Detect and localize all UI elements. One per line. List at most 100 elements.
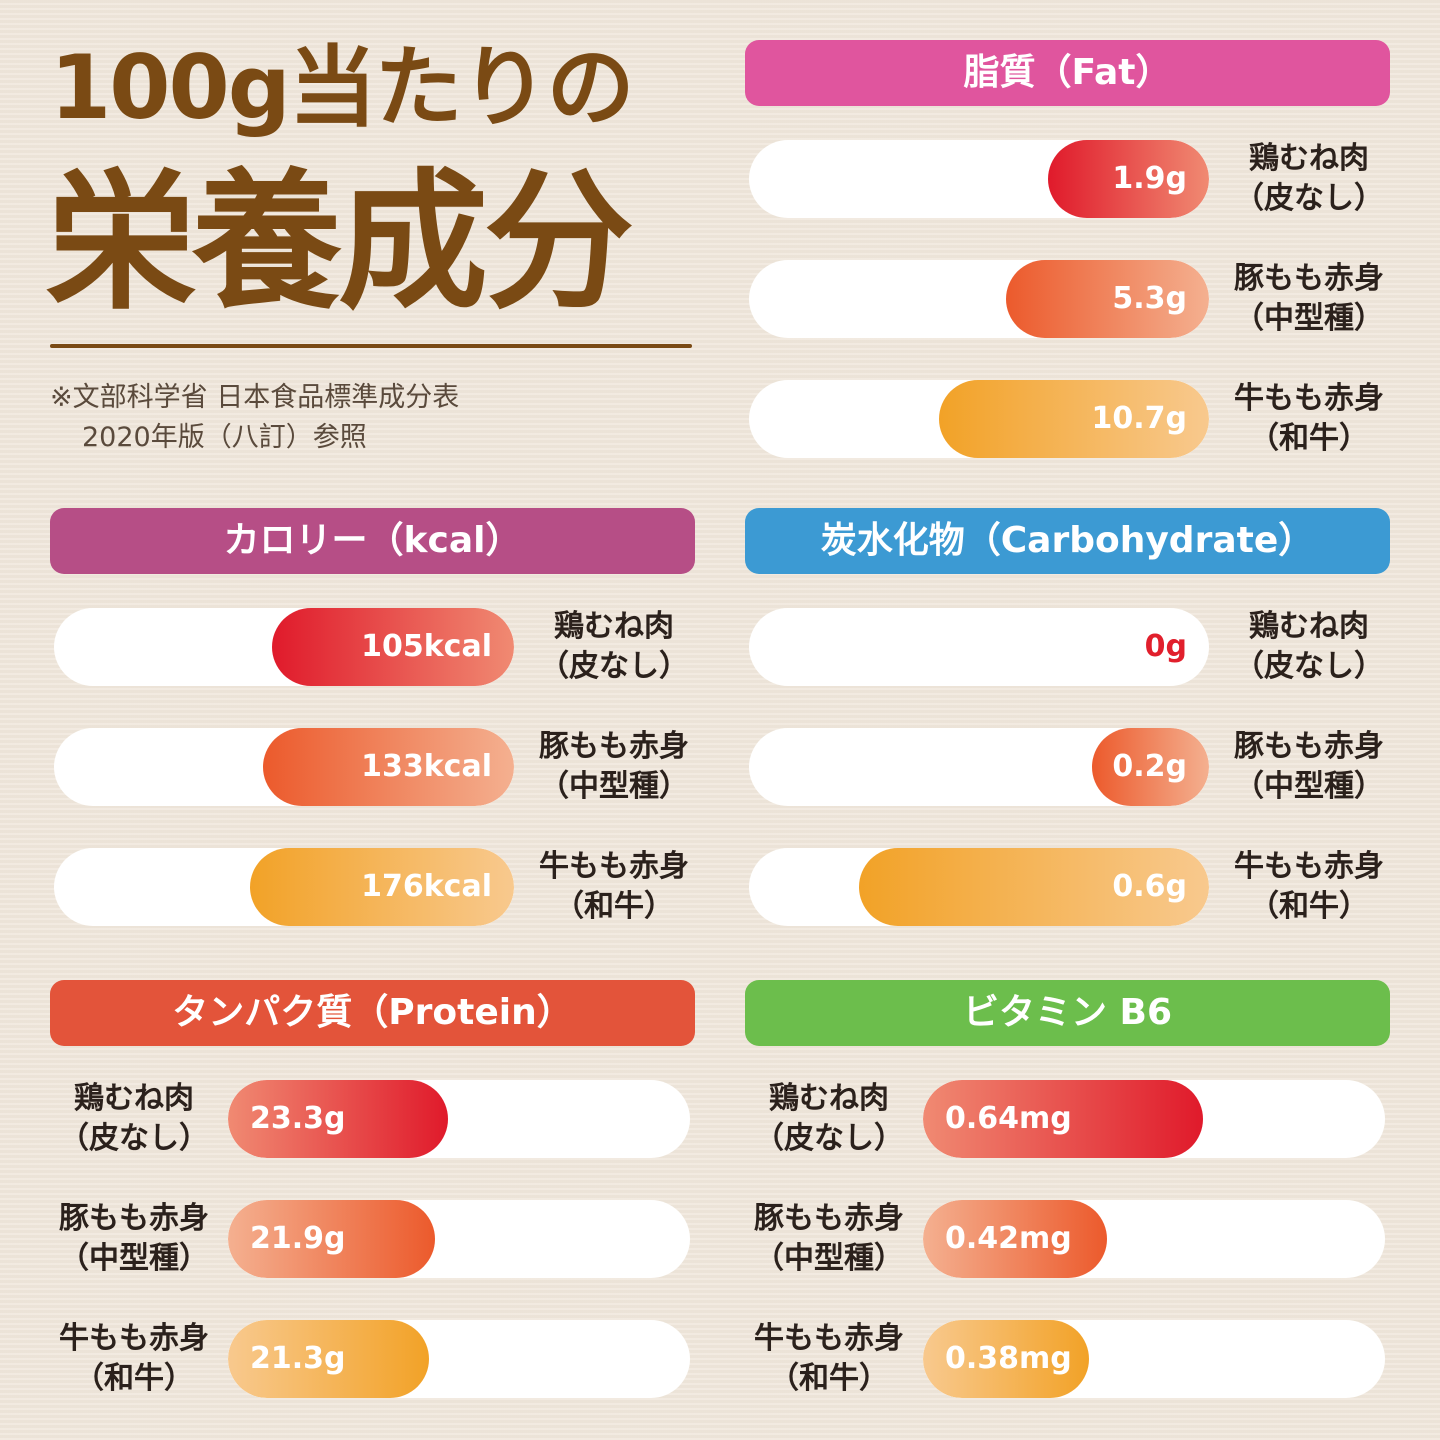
page-title-line2: 栄養成分: [46, 156, 634, 330]
bar: [228, 1320, 430, 1398]
category-label: 鶏むね肉 （皮なし）: [524, 607, 704, 687]
data-label: 21.3g: [250, 1341, 346, 1376]
data-label: 0.6g: [1112, 869, 1187, 904]
bar-track: 21.9g: [228, 1200, 690, 1278]
meat-variety: （中型種）: [1234, 301, 1384, 336]
category-label: 豚もも赤身 （中型種）: [739, 1199, 919, 1279]
bar-track: 0.6g: [749, 848, 1209, 926]
source-note-line1: ※文部科学省 日本食品標準成分表: [50, 382, 460, 413]
meat-name: 鶏むね肉: [1249, 141, 1369, 176]
data-label: 10.7g: [1091, 401, 1188, 436]
bar-track: 23.3g: [228, 1080, 690, 1158]
bar-track: 1.9g: [749, 140, 1209, 218]
source-note-line2: 2020年版（八訂）参照: [82, 422, 367, 453]
bar-track: 21.3g: [228, 1320, 690, 1398]
category-label: 鶏むね肉 （皮なし）: [739, 1079, 919, 1159]
chart-title: 脂質（Fat）: [745, 40, 1390, 106]
carb-chart: 炭水化物（Carbohydrate） 0g 鶏むね肉 （皮なし） 0.2g 豚もも赤身 （中…: [745, 508, 1390, 948]
category-label: 豚もも赤身 （中型種）: [1219, 727, 1399, 807]
bar: [923, 1080, 1203, 1158]
bar-track: 0.42mg: [923, 1200, 1385, 1278]
bar-row: 21.9g 豚もも赤身 （中型種）: [50, 1200, 695, 1278]
meat-name: 牛もも赤身: [754, 1321, 904, 1356]
category-label: 牛もも赤身 （和牛）: [739, 1319, 919, 1399]
meat-name: 鶏むね肉: [554, 609, 674, 644]
meat-variety: （和牛）: [1249, 889, 1369, 924]
category-label: 牛もも赤身 （和牛）: [44, 1319, 224, 1399]
bar-row: 133kcal 豚もも赤身 （中型種）: [50, 728, 695, 806]
meat-variety: （和牛）: [554, 889, 674, 924]
meat-variety: （和牛）: [74, 1361, 194, 1396]
data-label: 0.2g: [1112, 749, 1187, 784]
bar: [271, 608, 514, 686]
data-label: 23.3g: [250, 1101, 346, 1136]
bar: [228, 1080, 448, 1158]
source-note: ※文部科学省 日本食品標準成分表 2020年版（八訂）参照: [50, 378, 690, 458]
calorie-chart: カロリー（kcal） 105kcal 鶏むね肉 （皮なし） 133kcal 豚もも赤身 （中…: [50, 508, 695, 948]
bar-row: 105kcal 鶏むね肉 （皮なし）: [50, 608, 695, 686]
chart-title: カロリー（kcal）: [50, 508, 695, 574]
data-label: 21.9g: [250, 1221, 346, 1256]
bar-row: 23.3g 鶏むね肉 （皮なし）: [50, 1080, 695, 1158]
category-label: 鶏むね肉 （皮なし）: [1219, 139, 1399, 219]
data-label: 0.64mg: [945, 1101, 1072, 1136]
data-label: 0.38mg: [945, 1341, 1072, 1376]
meat-variety: （皮なし）: [754, 1121, 904, 1156]
data-label: 176kcal: [361, 869, 492, 904]
meat-name: 鶏むね肉: [769, 1081, 889, 1116]
bar-track: 0.64mg: [923, 1080, 1385, 1158]
meat-variety: （皮なし）: [1234, 181, 1384, 216]
title-divider: [50, 344, 692, 348]
meat-variety: （皮なし）: [1234, 649, 1384, 684]
bar: [1005, 260, 1209, 338]
bar-row: 21.3g 牛もも赤身 （和牛）: [50, 1320, 695, 1398]
bar: [250, 848, 514, 926]
category-label: 豚もも赤身 （中型種）: [44, 1199, 224, 1279]
bar-row: 0.64mg 鶏むね肉 （皮なし）: [745, 1080, 1390, 1158]
bar-track: 5.3g: [749, 260, 1209, 338]
bar: [859, 848, 1209, 926]
page-title-line1: 100g当たりの: [50, 36, 635, 139]
bar: [1047, 140, 1209, 218]
meat-name: 牛もも赤身: [1234, 849, 1384, 884]
protein-chart: タンパク質（Protein） 23.3g 鶏むね肉 （皮なし） 21.9g 豚もも赤身 （中…: [50, 980, 695, 1420]
category-label: 牛もも赤身 （和牛）: [1219, 379, 1399, 459]
bar: [939, 380, 1209, 458]
bar-track: 133kcal: [54, 728, 514, 806]
bar-row: 1.9g 鶏むね肉 （皮なし）: [745, 140, 1390, 218]
data-label: 0g: [1144, 629, 1187, 664]
meat-variety: （中型種）: [59, 1241, 209, 1276]
bar: [263, 728, 514, 806]
category-label: 豚もも赤身 （中型種）: [1219, 259, 1399, 339]
bar-row: 0.2g 豚もも赤身 （中型種）: [745, 728, 1390, 806]
bar-row: 0.42mg 豚もも赤身 （中型種）: [745, 1200, 1390, 1278]
meat-variety: （和牛）: [769, 1361, 889, 1396]
chart-title: タンパク質（Protein）: [50, 980, 695, 1046]
meat-name: 豚もも赤身: [539, 729, 689, 764]
bar-row: 176kcal 牛もも赤身 （和牛）: [50, 848, 695, 926]
meat-name: 豚もも赤身: [59, 1201, 209, 1236]
fat-chart: 脂質（Fat） 1.9g 鶏むね肉 （皮なし） 5.3g 豚もも赤身 （中型種） 10.7g 牛…: [745, 40, 1390, 480]
vitamin-chart: ビタミン B6 0.64mg 鶏むね肉 （皮なし） 0.42mg 豚もも赤身 （中型種） 0.…: [745, 980, 1390, 1420]
data-label: 5.3g: [1112, 281, 1187, 316]
meat-variety: （中型種）: [539, 769, 689, 804]
category-label: 豚もも赤身 （中型種）: [524, 727, 704, 807]
meat-name: 牛もも赤身: [539, 849, 689, 884]
category-label: 鶏むね肉 （皮なし）: [1219, 607, 1399, 687]
bar-track: 0.2g: [749, 728, 1209, 806]
meat-name: 豚もも赤身: [1234, 729, 1384, 764]
meat-variety: （和牛）: [1249, 421, 1369, 456]
category-label: 牛もも赤身 （和牛）: [1219, 847, 1399, 927]
data-label: 0.42mg: [945, 1221, 1072, 1256]
category-label: 牛もも赤身 （和牛）: [524, 847, 704, 927]
bar-row: 10.7g 牛もも赤身 （和牛）: [745, 380, 1390, 458]
meat-name: 豚もも赤身: [1234, 261, 1384, 296]
meat-name: 牛もも赤身: [59, 1321, 209, 1356]
bar: [228, 1200, 435, 1278]
data-label: 133kcal: [361, 749, 492, 784]
meat-name: 牛もも赤身: [1234, 381, 1384, 416]
chart-title: 炭水化物（Carbohydrate）: [745, 508, 1390, 574]
bar-row: 0.6g 牛もも赤身 （和牛）: [745, 848, 1390, 926]
meat-variety: （皮なし）: [539, 649, 689, 684]
data-label: 1.9g: [1112, 161, 1187, 196]
